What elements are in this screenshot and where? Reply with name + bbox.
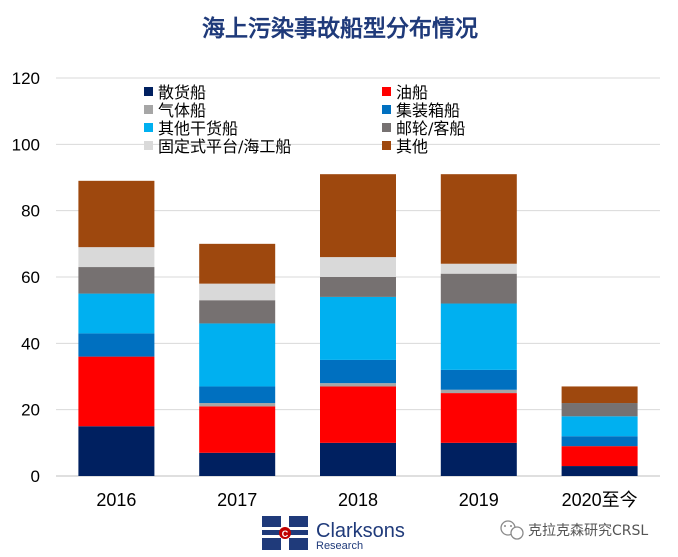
y-tick-label: 0 [31,467,40,486]
bar-segment [78,426,155,476]
legend-swatch [144,105,153,114]
logo-name: Clarksons [316,520,405,542]
legend-swatch [382,141,391,150]
clarksons-logo: C Clarksons Research [262,516,405,552]
legend-label: 集装箱船 [396,101,460,120]
bar-segment [199,406,276,453]
bar-segment [78,180,155,248]
bar-segment [561,466,638,476]
bar-segment [440,389,517,394]
wechat-icon [500,520,524,540]
bar-segment [320,383,396,387]
legend-swatch [382,87,391,96]
logo-circle [279,527,291,539]
x-tick-label: 2019 [459,490,499,510]
bar-segment [561,416,638,437]
bar-segment [199,283,276,301]
legend-label: 固定式平台/海工船 [158,137,291,156]
legend-swatch [144,141,153,150]
bars [78,174,638,476]
legend-swatch [144,123,153,132]
bar-segment [78,267,155,294]
bar-segment [320,296,396,360]
bar-segment [440,369,517,390]
bar-segment [561,436,638,447]
y-tick-label: 100 [12,135,40,154]
bar-segment [199,403,276,407]
legend-label: 其他 [396,137,428,156]
bar-segment [440,273,517,304]
legend-label: 气体船 [158,101,206,120]
bar-segment [320,359,396,384]
y-tick-label: 40 [21,334,40,353]
x-tick-label: 2017 [217,490,257,510]
bar-segment [78,333,155,357]
bar-segment [199,386,276,404]
bar-segment [561,446,638,467]
bar-segment [561,403,638,417]
chart-title: 海上污染事故船型分布情况 [202,15,478,42]
watermark-text: 克拉克森研究CRSL [528,523,648,539]
bar-segment [440,263,517,274]
y-axis-ticks: 0 20 40 60 80 100 120 [12,69,40,486]
logo-sub: Research [316,540,363,552]
y-tick-label: 80 [21,202,40,221]
bar-segment [320,386,396,443]
x-axis-ticks: 2016 2017 2018 2019 2020至今 [96,490,637,510]
legend-label: 邮轮/客船 [396,119,465,138]
bar-segment [320,174,396,258]
legend-label: 散货船 [158,83,206,102]
bar-segment [78,247,155,268]
legend-label: 其他干货船 [158,119,238,138]
bar-segment [440,442,517,476]
bar-segment [78,293,155,334]
bar-segment [440,303,517,370]
bar-segment [561,386,638,404]
bar-segment [199,243,276,284]
bar-segment [78,356,155,427]
legend-swatch [382,123,391,132]
bar-segment [440,393,517,443]
bar-segment [199,300,276,324]
x-tick-label: 2020至今 [562,490,638,510]
y-tick-label: 60 [21,268,40,287]
y-tick-label: 20 [21,401,40,420]
bar-segment [440,174,517,264]
bar-segment [199,323,276,387]
bar-segment [320,277,396,297]
bar-segment [199,452,276,476]
legend-swatch [382,105,391,114]
svg-text:C: C [282,529,289,539]
y-tick-label: 120 [12,69,40,88]
legend-label: 油船 [396,83,428,102]
bar-segment [320,257,396,277]
x-tick-label: 2016 [96,490,136,510]
x-tick-label: 2018 [338,490,378,510]
bar-segment [320,442,396,476]
legend-swatch [144,87,153,96]
watermark: 克拉克森研究CRSL [500,520,648,540]
